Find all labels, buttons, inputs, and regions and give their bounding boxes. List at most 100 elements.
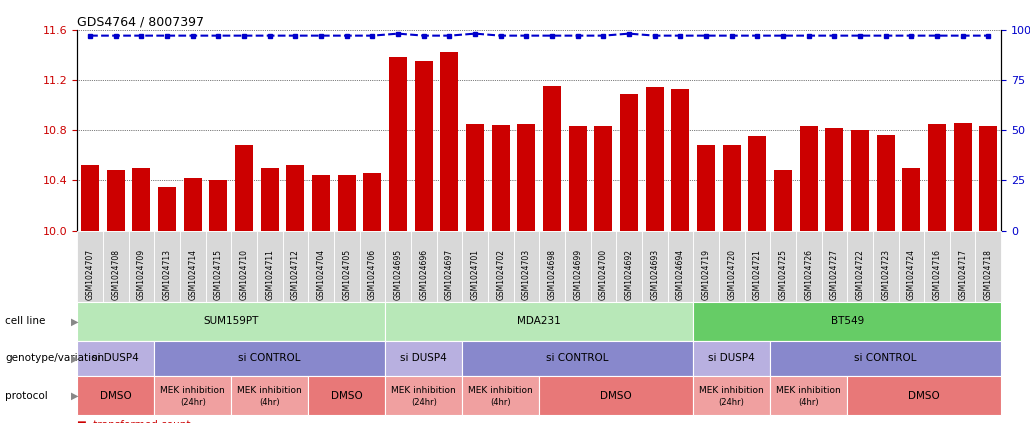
Text: GSM1024711: GSM1024711: [266, 250, 274, 300]
Bar: [261, 168, 279, 231]
Text: ▶: ▶: [71, 354, 79, 363]
Text: DMSO: DMSO: [331, 390, 363, 401]
Bar: [133, 168, 150, 231]
Bar: [569, 126, 587, 231]
Bar: [594, 126, 613, 231]
Text: GSM1024713: GSM1024713: [163, 249, 172, 300]
Text: GSM1024723: GSM1024723: [882, 249, 890, 300]
Text: MEK inhibition: MEK inhibition: [161, 387, 226, 396]
Text: GSM1024712: GSM1024712: [290, 250, 300, 300]
Text: MEK inhibition: MEK inhibition: [699, 387, 764, 396]
Text: GSM1024722: GSM1024722: [856, 250, 864, 300]
Text: GSM1024703: GSM1024703: [522, 249, 530, 300]
Text: SUM159PT: SUM159PT: [204, 316, 259, 327]
Bar: [517, 124, 536, 231]
Text: MDA231: MDA231: [517, 316, 561, 327]
Text: GSM1024715: GSM1024715: [214, 249, 222, 300]
Bar: [825, 128, 844, 231]
Bar: [235, 145, 253, 231]
Text: GSM1024709: GSM1024709: [137, 249, 146, 300]
Text: GSM1024693: GSM1024693: [650, 249, 659, 300]
Text: GSM1024718: GSM1024718: [984, 250, 993, 300]
Text: ▶: ▶: [71, 316, 79, 327]
Text: GSM1024692: GSM1024692: [624, 249, 633, 300]
Bar: [415, 61, 433, 231]
Bar: [338, 175, 355, 231]
Text: GSM1024727: GSM1024727: [830, 249, 838, 300]
Text: protocol: protocol: [5, 390, 48, 401]
Bar: [980, 126, 997, 231]
Bar: [543, 86, 561, 231]
Text: GSM1024697: GSM1024697: [445, 249, 454, 300]
Bar: [364, 173, 381, 231]
Text: BT549: BT549: [830, 316, 864, 327]
Text: si DUSP4: si DUSP4: [401, 354, 447, 363]
Bar: [441, 52, 458, 231]
Text: (24hr): (24hr): [719, 398, 745, 407]
Text: GSM1024716: GSM1024716: [932, 249, 941, 300]
Text: (4hr): (4hr): [260, 398, 280, 407]
Text: MEK inhibition: MEK inhibition: [237, 387, 302, 396]
Bar: [928, 124, 946, 231]
Text: si DUSP4: si DUSP4: [709, 354, 755, 363]
Text: DMSO: DMSO: [100, 390, 132, 401]
Text: GSM1024726: GSM1024726: [804, 249, 813, 300]
Text: GSM1024710: GSM1024710: [240, 249, 248, 300]
Bar: [774, 170, 792, 231]
Text: si CONTROL: si CONTROL: [855, 354, 917, 363]
Text: GSM1024719: GSM1024719: [701, 249, 711, 300]
Bar: [286, 165, 305, 231]
Text: genotype/variation: genotype/variation: [5, 354, 104, 363]
Bar: [158, 187, 176, 231]
Text: (24hr): (24hr): [180, 398, 206, 407]
Text: GSM1024704: GSM1024704: [316, 249, 325, 300]
Text: GSM1024701: GSM1024701: [471, 249, 480, 300]
Text: GSM1024695: GSM1024695: [393, 249, 403, 300]
Text: GSM1024717: GSM1024717: [958, 249, 967, 300]
Bar: [799, 126, 818, 231]
Bar: [183, 178, 202, 231]
Bar: [209, 180, 228, 231]
Text: (24hr): (24hr): [411, 398, 437, 407]
Text: si CONTROL: si CONTROL: [547, 354, 609, 363]
Text: (4hr): (4hr): [798, 398, 819, 407]
Bar: [312, 175, 330, 231]
Text: DMSO: DMSO: [908, 390, 940, 401]
Text: ▶: ▶: [71, 390, 79, 401]
Bar: [954, 123, 971, 231]
Text: GSM1024720: GSM1024720: [727, 249, 736, 300]
Bar: [723, 145, 741, 231]
Text: cell line: cell line: [5, 316, 45, 327]
Bar: [851, 130, 869, 231]
Text: MEK inhibition: MEK inhibition: [391, 387, 456, 396]
Bar: [81, 165, 99, 231]
Text: si CONTROL: si CONTROL: [239, 354, 301, 363]
Text: GSM1024708: GSM1024708: [111, 249, 121, 300]
Text: (4hr): (4hr): [490, 398, 511, 407]
Bar: [620, 93, 638, 231]
Bar: [466, 124, 484, 231]
Bar: [877, 135, 895, 231]
Text: GSM1024700: GSM1024700: [598, 249, 608, 300]
Text: GSM1024714: GSM1024714: [188, 249, 197, 300]
Text: GSM1024699: GSM1024699: [574, 249, 582, 300]
Text: MEK inhibition: MEK inhibition: [777, 387, 842, 396]
Text: GSM1024707: GSM1024707: [85, 249, 95, 300]
Text: DMSO: DMSO: [600, 390, 632, 401]
Text: GSM1024721: GSM1024721: [753, 250, 762, 300]
Bar: [749, 136, 766, 231]
Bar: [646, 88, 663, 231]
Bar: [107, 170, 125, 231]
Text: GSM1024696: GSM1024696: [419, 249, 428, 300]
Bar: [697, 145, 715, 231]
Bar: [672, 89, 689, 231]
Bar: [389, 57, 407, 231]
Text: GSM1024725: GSM1024725: [779, 249, 788, 300]
Text: GSM1024698: GSM1024698: [548, 249, 556, 300]
Bar: [491, 125, 510, 231]
Text: GSM1024705: GSM1024705: [342, 249, 351, 300]
Text: MEK inhibition: MEK inhibition: [469, 387, 534, 396]
Text: si DUSP4: si DUSP4: [93, 354, 139, 363]
Bar: [902, 168, 921, 231]
Text: ■  transformed count: ■ transformed count: [77, 420, 191, 423]
